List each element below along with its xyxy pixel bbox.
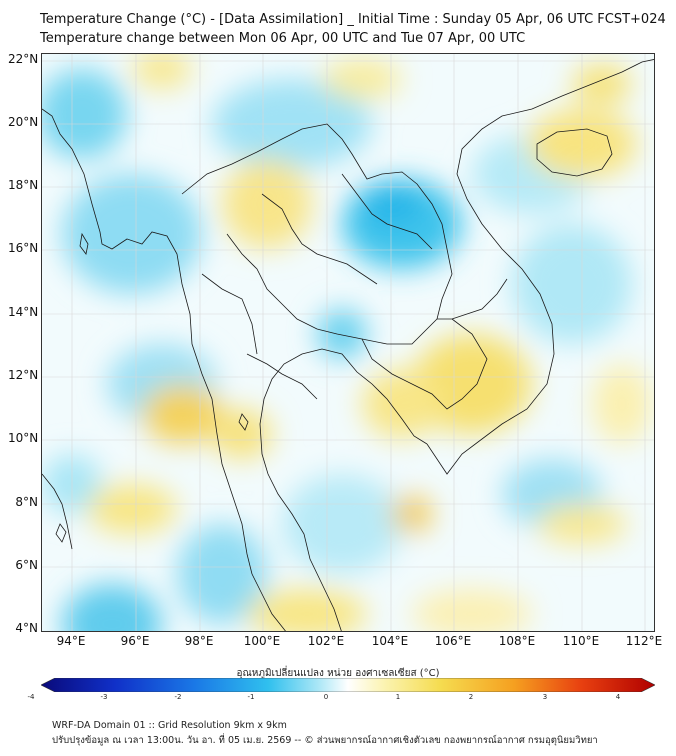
colorbar-title: อุณหภูมิเปลี่ยนแปลง หน่วย องศาเซลเซียส (… [236, 668, 440, 679]
colorbar-tick-label: 4 [615, 693, 621, 701]
lat-label: 16°N [8, 241, 39, 255]
lon-label: 112°E [625, 634, 663, 648]
footer-credit: ปรับปรุงข้อมูล ณ เวลา 13:00น. วัน อา. ที… [52, 735, 598, 746]
footer-model-info: WRF-DA Domain 01 :: Grid Resolution 9km … [52, 720, 287, 731]
lon-label: 102°E [307, 634, 345, 648]
colorbar-tick-label: 2 [468, 693, 474, 701]
lat-label: 6°N [15, 558, 38, 572]
lat-label: 12°N [8, 368, 39, 382]
lat-label: 8°N [15, 495, 38, 509]
temperature-field [42, 54, 652, 631]
lon-label: 108°E [498, 634, 536, 648]
lon-label: 98°E [184, 634, 214, 648]
colorbar-tick-label: 3 [542, 693, 548, 701]
colorbar [41, 678, 655, 692]
lon-label: 104°E [371, 634, 409, 648]
lat-label: 4°N [15, 621, 38, 635]
graticule [42, 54, 654, 631]
lat-label: 20°N [8, 115, 39, 129]
map-subtitle: Temperature change between Mon 06 Apr, 0… [40, 31, 526, 46]
temperature-change-map [41, 53, 655, 632]
colorbar-tick-label: -2 [174, 693, 182, 701]
lat-label: 10°N [8, 431, 39, 445]
lon-label: 96°E [120, 634, 150, 648]
colorbar-tick-label: 0 [323, 693, 329, 701]
colorbar-tick-label: -4 [27, 693, 35, 701]
lon-label: 110°E [562, 634, 600, 648]
lon-label: 106°E [434, 634, 472, 648]
colorbar-tick-label: -3 [100, 693, 108, 701]
coastlines-and-borders [42, 59, 654, 631]
lon-label: 100°E [243, 634, 281, 648]
colorbar-tick-label: 1 [395, 693, 401, 701]
colorbar-tick-label: -1 [247, 693, 255, 701]
lon-label: 94°E [56, 634, 86, 648]
lat-label: 22°N [8, 52, 39, 66]
map-title: Temperature Change (°C) - [Data Assimila… [40, 12, 666, 27]
lat-label: 18°N [8, 178, 39, 192]
lat-label: 14°N [8, 305, 39, 319]
